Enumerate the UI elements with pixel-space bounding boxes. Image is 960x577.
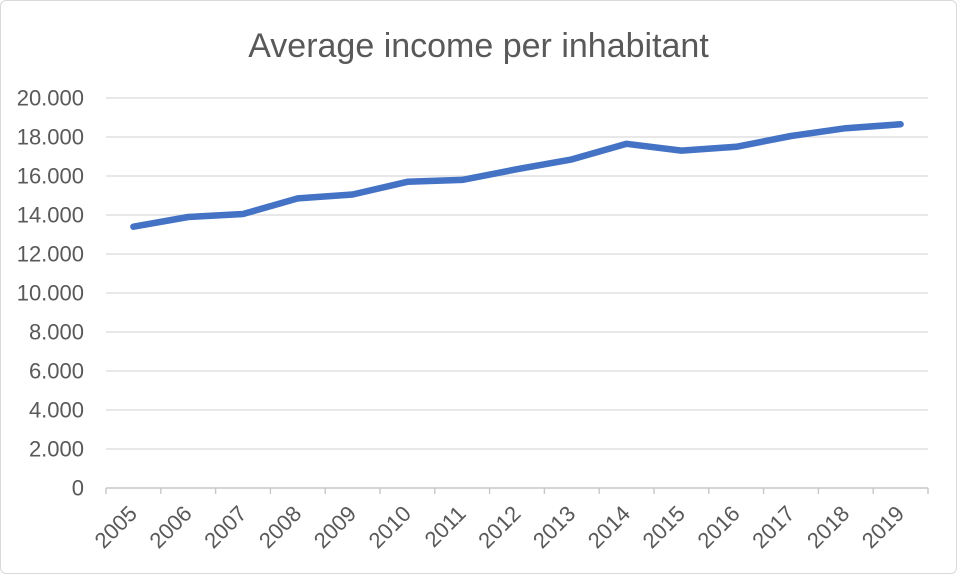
y-axis-tick-label: 16.000 — [17, 164, 84, 189]
x-axis-tick-label: 2013 — [528, 501, 580, 553]
income-series-line — [130, 121, 904, 230]
x-axis-tick-label: 2009 — [309, 501, 361, 553]
x-axis-tick-label: 2015 — [638, 501, 690, 553]
x-axis-tick-label: 2011 — [420, 501, 471, 552]
y-axis-tick-label: 18.000 — [17, 125, 84, 150]
y-axis-tick-label: 4.000 — [29, 398, 84, 423]
x-axis-tick-label: 2014 — [583, 501, 635, 553]
y-axis-tick-label: 2.000 — [29, 437, 84, 462]
x-axis-tick-label: 2008 — [254, 501, 306, 553]
x-axis-tick-label: 2017 — [747, 501, 799, 553]
y-axis-tick-label: 10.000 — [17, 281, 84, 306]
x-axis-tick-label: 2006 — [144, 501, 196, 553]
x-axis-tick-label: 2012 — [473, 501, 525, 553]
x-axis-tick-label: 2010 — [364, 501, 416, 553]
y-axis-tick-label: 0 — [72, 476, 84, 501]
y-axis-tick-label: 20.000 — [17, 86, 84, 111]
x-axis-tick-label: 2019 — [857, 501, 909, 553]
y-axis-tick-label: 6.000 — [29, 359, 84, 384]
chart-title: Average income per inhabitant — [248, 27, 709, 65]
y-axis-tick-label: 14.000 — [17, 203, 84, 228]
x-axis-tick-label: 2016 — [692, 501, 744, 553]
y-axis-tick-label: 12.000 — [17, 242, 84, 267]
x-axis-tick-label: 2007 — [199, 501, 251, 553]
y-axis-tick-label: 8.000 — [29, 320, 84, 345]
x-axis-tick-label: 2018 — [802, 501, 854, 553]
x-axis-tick-label: 2005 — [90, 501, 142, 553]
